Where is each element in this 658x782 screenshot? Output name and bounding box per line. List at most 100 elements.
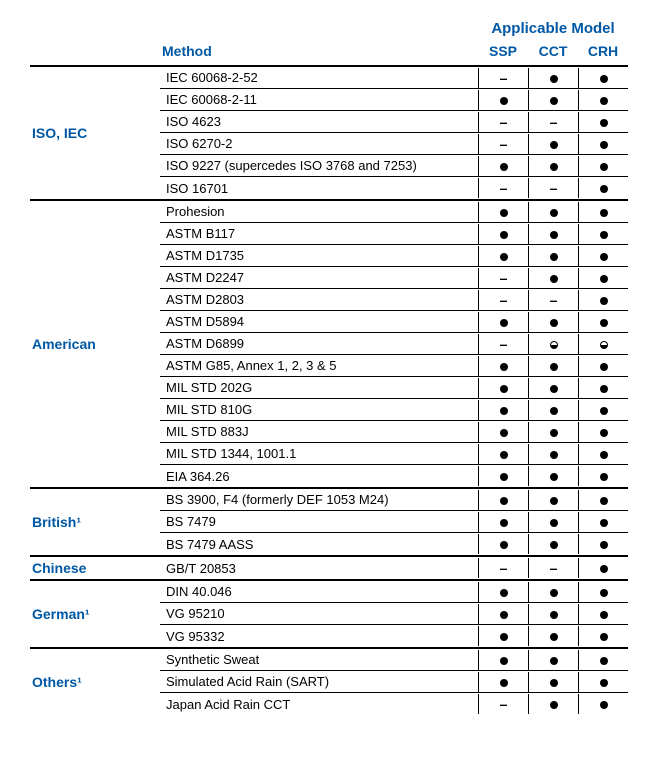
group: British¹BS 3900, F4 (formerly DEF 1053 M… [30, 489, 628, 557]
dot-icon [500, 231, 508, 239]
table-row: IEC 60068-2-52– [160, 67, 628, 89]
category-label: Others¹ [30, 649, 160, 715]
dash-icon: – [550, 180, 558, 196]
dot-icon [550, 497, 558, 505]
mark-cell [578, 650, 628, 670]
mark-cell [578, 356, 628, 376]
dot-icon [550, 407, 558, 415]
mark-cell [478, 224, 528, 244]
mark-cell [528, 224, 578, 244]
dot-icon [500, 611, 508, 619]
mark-cell [528, 378, 578, 398]
table-row: ISO 6270-2 – [160, 133, 628, 155]
table-row: Prohesion [160, 201, 628, 223]
dot-icon [500, 519, 508, 527]
dot-icon [600, 611, 608, 619]
dot-icon [550, 541, 558, 549]
mark-cell [478, 246, 528, 266]
group: Others¹Synthetic SweatSimulated Acid Rai… [30, 649, 628, 715]
dot-icon [550, 253, 558, 261]
dot-icon [550, 451, 558, 459]
dot-icon [600, 185, 608, 193]
table-row: MIL STD 202G [160, 377, 628, 399]
mark-cell [528, 68, 578, 88]
col-crh: CRH [578, 39, 628, 65]
dot-icon [600, 275, 608, 283]
mark-cell [478, 490, 528, 510]
dot-icon [600, 209, 608, 217]
dot-icon [600, 75, 608, 83]
method-cell: BS 7479 [160, 511, 478, 532]
mark-cell: – [528, 558, 578, 578]
dot-icon [500, 407, 508, 415]
dash-icon: – [550, 292, 558, 308]
dot-icon [600, 231, 608, 239]
dot-icon [550, 589, 558, 597]
table-row: MIL STD 810G [160, 399, 628, 421]
dash-icon: – [500, 136, 508, 152]
dot-icon [600, 429, 608, 437]
col-cct: CCT [528, 39, 578, 65]
mark-cell [528, 246, 578, 266]
method-cell: VG 95210 [160, 603, 478, 624]
mark-cell [578, 378, 628, 398]
dash-icon: – [500, 114, 508, 130]
category-label: Chinese [30, 557, 160, 579]
dot-icon [600, 119, 608, 127]
method-cell: Prohesion [160, 201, 478, 222]
mark-cell [528, 268, 578, 288]
dot-icon [550, 163, 558, 171]
mark-cell [478, 90, 528, 110]
half-dot-icon [600, 341, 608, 349]
dash-icon: – [500, 70, 508, 86]
dot-icon [550, 319, 558, 327]
mark-cell [528, 534, 578, 554]
mark-cell [528, 422, 578, 442]
dot-icon [550, 75, 558, 83]
method-cell: ISO 4623 [160, 111, 478, 132]
mark-cell [528, 650, 578, 670]
dot-icon [600, 633, 608, 641]
mark-cell [528, 694, 578, 714]
method-cell: ASTM D5894 [160, 311, 478, 332]
dot-icon [500, 209, 508, 217]
mark-cell [478, 378, 528, 398]
table-row: BS 7479 AASS [160, 533, 628, 555]
table-row: MIL STD 883J [160, 421, 628, 443]
mark-cell [478, 650, 528, 670]
mark-cell [578, 224, 628, 244]
dot-icon [600, 141, 608, 149]
table-row: GB/T 20853 – – [160, 557, 628, 579]
mark-cell [478, 534, 528, 554]
dot-icon [550, 385, 558, 393]
dot-icon [500, 589, 508, 597]
table-row: IEC 60068-2-11 [160, 89, 628, 111]
mark-cell [478, 582, 528, 602]
mark-cell [528, 444, 578, 464]
table-row: ISO 4623 – – [160, 111, 628, 133]
dot-icon [600, 451, 608, 459]
dash-icon: – [500, 696, 508, 712]
mark-cell [578, 582, 628, 602]
dot-icon [550, 97, 558, 105]
dot-icon [600, 385, 608, 393]
method-cell: ISO 6270-2 [160, 133, 478, 154]
dot-icon [500, 657, 508, 665]
table-row: VG 95210 [160, 603, 628, 625]
mark-cell [478, 156, 528, 176]
dot-icon [600, 297, 608, 305]
mark-cell [528, 466, 578, 486]
dot-icon [550, 363, 558, 371]
method-cell: Synthetic Sweat [160, 649, 478, 670]
method-cell: MIL STD 202G [160, 377, 478, 398]
mark-cell: – [478, 112, 528, 132]
mark-cell: – [528, 112, 578, 132]
method-cell: ASTM D1735 [160, 245, 478, 266]
dot-icon [500, 429, 508, 437]
dot-icon [600, 541, 608, 549]
group: ISO, IECIEC 60068-2-52–IEC 60068-2-11ISO… [30, 67, 628, 201]
method-cell: GB/T 20853 [160, 558, 478, 579]
mark-cell [578, 68, 628, 88]
dash-icon: – [500, 560, 508, 576]
table-row: ASTM D1735 [160, 245, 628, 267]
